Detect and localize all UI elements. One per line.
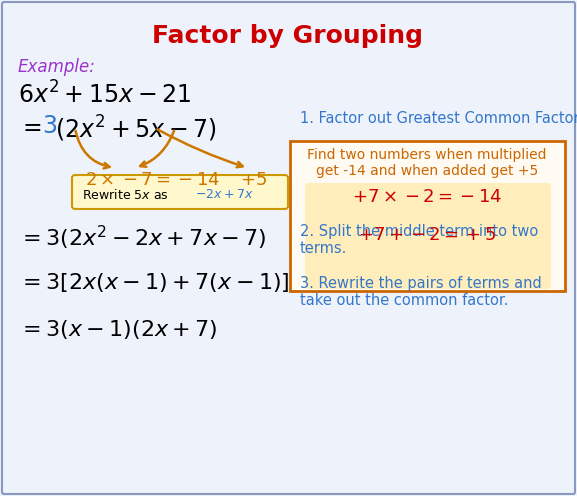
Text: $3$: $3$ — [42, 114, 57, 138]
Text: $6x^2 +15x-21$: $6x^2 +15x-21$ — [18, 81, 191, 108]
Text: $2\times -7=-14$: $2\times -7=-14$ — [85, 171, 220, 189]
Text: $+7\times -2=-14$: $+7\times -2=-14$ — [352, 188, 502, 206]
Text: Factor by Grouping: Factor by Grouping — [152, 24, 424, 48]
FancyBboxPatch shape — [305, 183, 551, 289]
Text: Find two numbers when multiplied: Find two numbers when multiplied — [307, 148, 547, 162]
Text: 3. Rewrite the pairs of terms and
take out the common factor.: 3. Rewrite the pairs of terms and take o… — [300, 276, 542, 309]
Text: Rewrite $5x$ as: Rewrite $5x$ as — [82, 188, 169, 202]
FancyBboxPatch shape — [290, 141, 565, 291]
Text: $=$: $=$ — [18, 114, 42, 138]
Text: $=3\left(x-1\right)\left(2x+7\right)$: $=3\left(x-1\right)\left(2x+7\right)$ — [18, 318, 218, 341]
Text: Example:: Example: — [18, 58, 96, 76]
Text: $=3\left(2x^2-2x+7x-7\right)$: $=3\left(2x^2-2x+7x-7\right)$ — [18, 224, 267, 252]
Text: 1. Factor out Greatest Common Factor: 1. Factor out Greatest Common Factor — [300, 111, 577, 126]
Text: $\left(2x^2+5x-7\right)$: $\left(2x^2+5x-7\right)$ — [55, 114, 217, 144]
Text: 2. Split the middle term into two
terms.: 2. Split the middle term into two terms. — [300, 224, 538, 256]
FancyBboxPatch shape — [72, 175, 288, 209]
Text: $+5$: $+5$ — [240, 171, 267, 189]
Text: $-2x+7x$: $-2x+7x$ — [195, 188, 254, 201]
Text: $+7+-2=+5$: $+7+-2=+5$ — [358, 226, 496, 244]
Text: get -14 and when added get +5: get -14 and when added get +5 — [316, 164, 538, 178]
Text: $=3\left[2x\left(x-1\right)+7\left(x-1\right)\right]$: $=3\left[2x\left(x-1\right)+7\left(x-1\r… — [18, 271, 290, 294]
